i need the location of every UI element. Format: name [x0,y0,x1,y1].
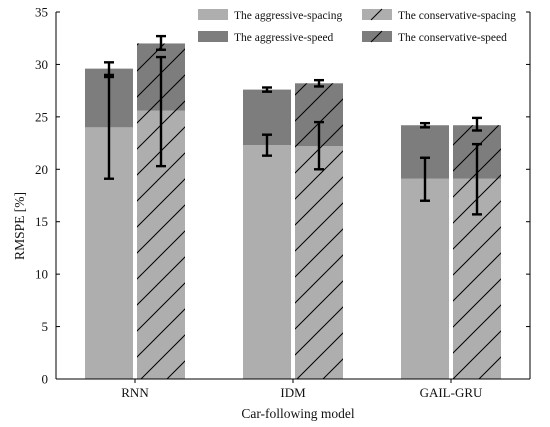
error-bar-idm-the-conservative-spacing [314,120,324,171]
y-tick-label-5: 5 [42,319,49,334]
error-bars-layer [104,34,482,216]
legend-hatch-the-conservative-spacing [370,8,383,21]
error-bar-idm-the-aggressive-speed [262,86,272,93]
error-bar-idm-the-aggressive-spacing [262,133,272,157]
legend-item-the-aggressive-speed: The aggressive-speed [198,31,334,44]
y-tick-label-35: 35 [35,5,48,20]
axes: RNN IDM GAIL-GRU 0 5 10 15 20 25 30 35 [35,5,531,400]
error-bar-idm-the-conservative-speed [314,78,324,88]
legend-swatch-the-aggressive-spacing [198,9,228,20]
legend: The aggressive-spacing The conservative-s… [198,8,516,44]
error-bar-rnn-the-conservative-speed [156,34,166,51]
x-tick-label-rnn: RNN [121,385,149,400]
legend-label-the-aggressive-spacing: The aggressive-spacing [234,10,343,22]
legend-item-the-conservative-spacing: The conservative-spacing [362,8,516,22]
y-tick-label-20: 20 [35,162,48,177]
x-tick-label-gail-gru: GAIL-GRU [420,385,483,400]
y-axis-title: RMSPE [%] [12,192,27,260]
legend-label-the-conservative-speed: The conservative-speed [398,32,507,44]
legend-swatch-the-aggressive-speed [198,31,228,42]
error-bar-gail-gru-the-aggressive-spacing [420,156,430,202]
y-tick-label-0: 0 [42,372,49,387]
bar-gail-gru-the-aggressive-spacing [401,178,449,379]
error-bar-rnn-the-conservative-spacing [156,55,166,168]
error-bar-gail-gru-the-conservative-speed [472,116,482,132]
bar-idm-the-aggressive-spacing [243,145,291,379]
x-axis-title: Car-following model [241,406,355,421]
error-bar-gail-gru-the-aggressive-speed [420,121,430,129]
y-tick-label-10: 10 [35,267,48,282]
legend-hatch-the-conservative-speed [370,30,383,43]
legend-label-the-conservative-spacing: The conservative-spacing [398,10,516,22]
error-bar-gail-gru-the-conservative-spacing [472,142,482,216]
y-tick-label-30: 30 [35,57,48,72]
bars-layer [85,43,501,380]
x-tick-label-idm: IDM [280,385,306,400]
legend-label-the-aggressive-speed: The aggressive-speed [234,32,334,44]
y-tick-label-15: 15 [35,214,48,229]
legend-item-the-conservative-speed: The conservative-speed [362,30,507,44]
legend-item-the-aggressive-spacing: The aggressive-spacing [198,9,343,22]
y-tick-label-25: 25 [35,109,48,124]
error-bar-rnn-the-aggressive-speed [104,61,114,79]
